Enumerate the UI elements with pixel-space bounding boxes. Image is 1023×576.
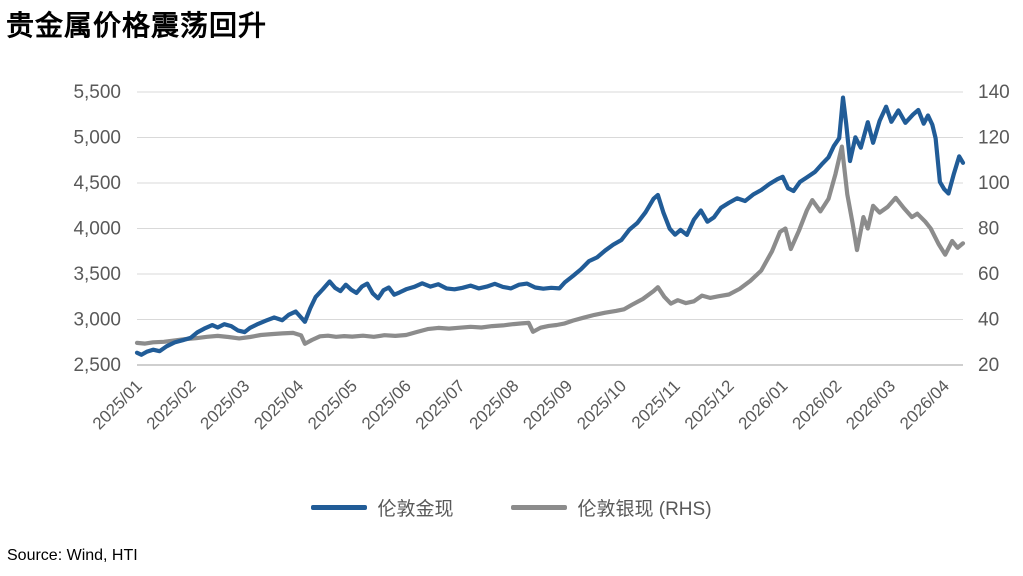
left-axis-tick-label: 5,000	[73, 128, 121, 149]
gold-line-swatch-icon	[311, 505, 368, 510]
x-axis-tick-label: 2025/10	[573, 376, 630, 433]
right-axis-tick-label: 40	[978, 310, 999, 331]
x-axis-tick-label: 2025/11	[628, 376, 684, 432]
right-axis-tick-label: 120	[978, 128, 1010, 149]
right-axis-tick-label: 140	[978, 82, 1010, 103]
left-axis-tick-label: 4,000	[73, 219, 121, 240]
left-axis-tick-label: 3,000	[73, 310, 121, 331]
silver-line-swatch-icon	[511, 505, 568, 510]
source-note: Source: Wind, HTI	[7, 547, 138, 564]
x-axis-tick-label: 2026/03	[842, 376, 899, 433]
x-axis-tick-label: 2025/02	[143, 376, 200, 433]
x-axis-tick-label: 2025/01	[89, 376, 146, 433]
x-axis-tick-label: 2026/01	[735, 376, 792, 433]
x-axis-tick-label: 2026/04	[896, 376, 953, 433]
x-axis-tick-label: 2025/06	[358, 376, 415, 433]
left-axis-tick-label: 5,500	[73, 82, 121, 103]
right-axis-tick-label: 60	[978, 264, 999, 285]
chart-title: 贵金属价格震荡回升	[6, 9, 268, 42]
series-line-gold	[134, 95, 966, 357]
chart-legend: 伦敦金现 伦敦银现 (RHS)	[0, 494, 1023, 521]
legend-label-silver: 伦敦银现 (RHS)	[577, 499, 712, 520]
x-axis-tick-label: 2025/08	[466, 376, 523, 433]
left-axis-tick-label: 2,500	[73, 355, 121, 376]
x-axis-tick-label: 2025/09	[519, 376, 576, 433]
legend-label-gold: 伦敦金现	[377, 499, 454, 520]
x-axis-tick-label: 2025/12	[681, 376, 738, 433]
x-axis-tick-label: 2025/05	[304, 376, 361, 433]
right-axis-tick-label: 100	[978, 173, 1010, 194]
x-axis-tick-label: 2025/03	[197, 376, 254, 433]
x-axis-tick-label: 2025/07	[412, 376, 469, 433]
left-axis-tick-label: 4,500	[73, 173, 121, 194]
x-axis-tick-label: 2025/04	[250, 376, 307, 433]
x-axis-tick-label: 2026/02	[788, 376, 845, 433]
legend-item-silver: 伦敦银现 (RHS)	[511, 494, 712, 521]
right-axis-tick-label: 80	[978, 219, 999, 240]
legend-item-gold: 伦敦金现	[311, 494, 453, 521]
left-axis-tick-label: 3,500	[73, 264, 121, 285]
series-line-silver	[134, 144, 966, 346]
right-axis-tick-label: 20	[978, 355, 999, 376]
